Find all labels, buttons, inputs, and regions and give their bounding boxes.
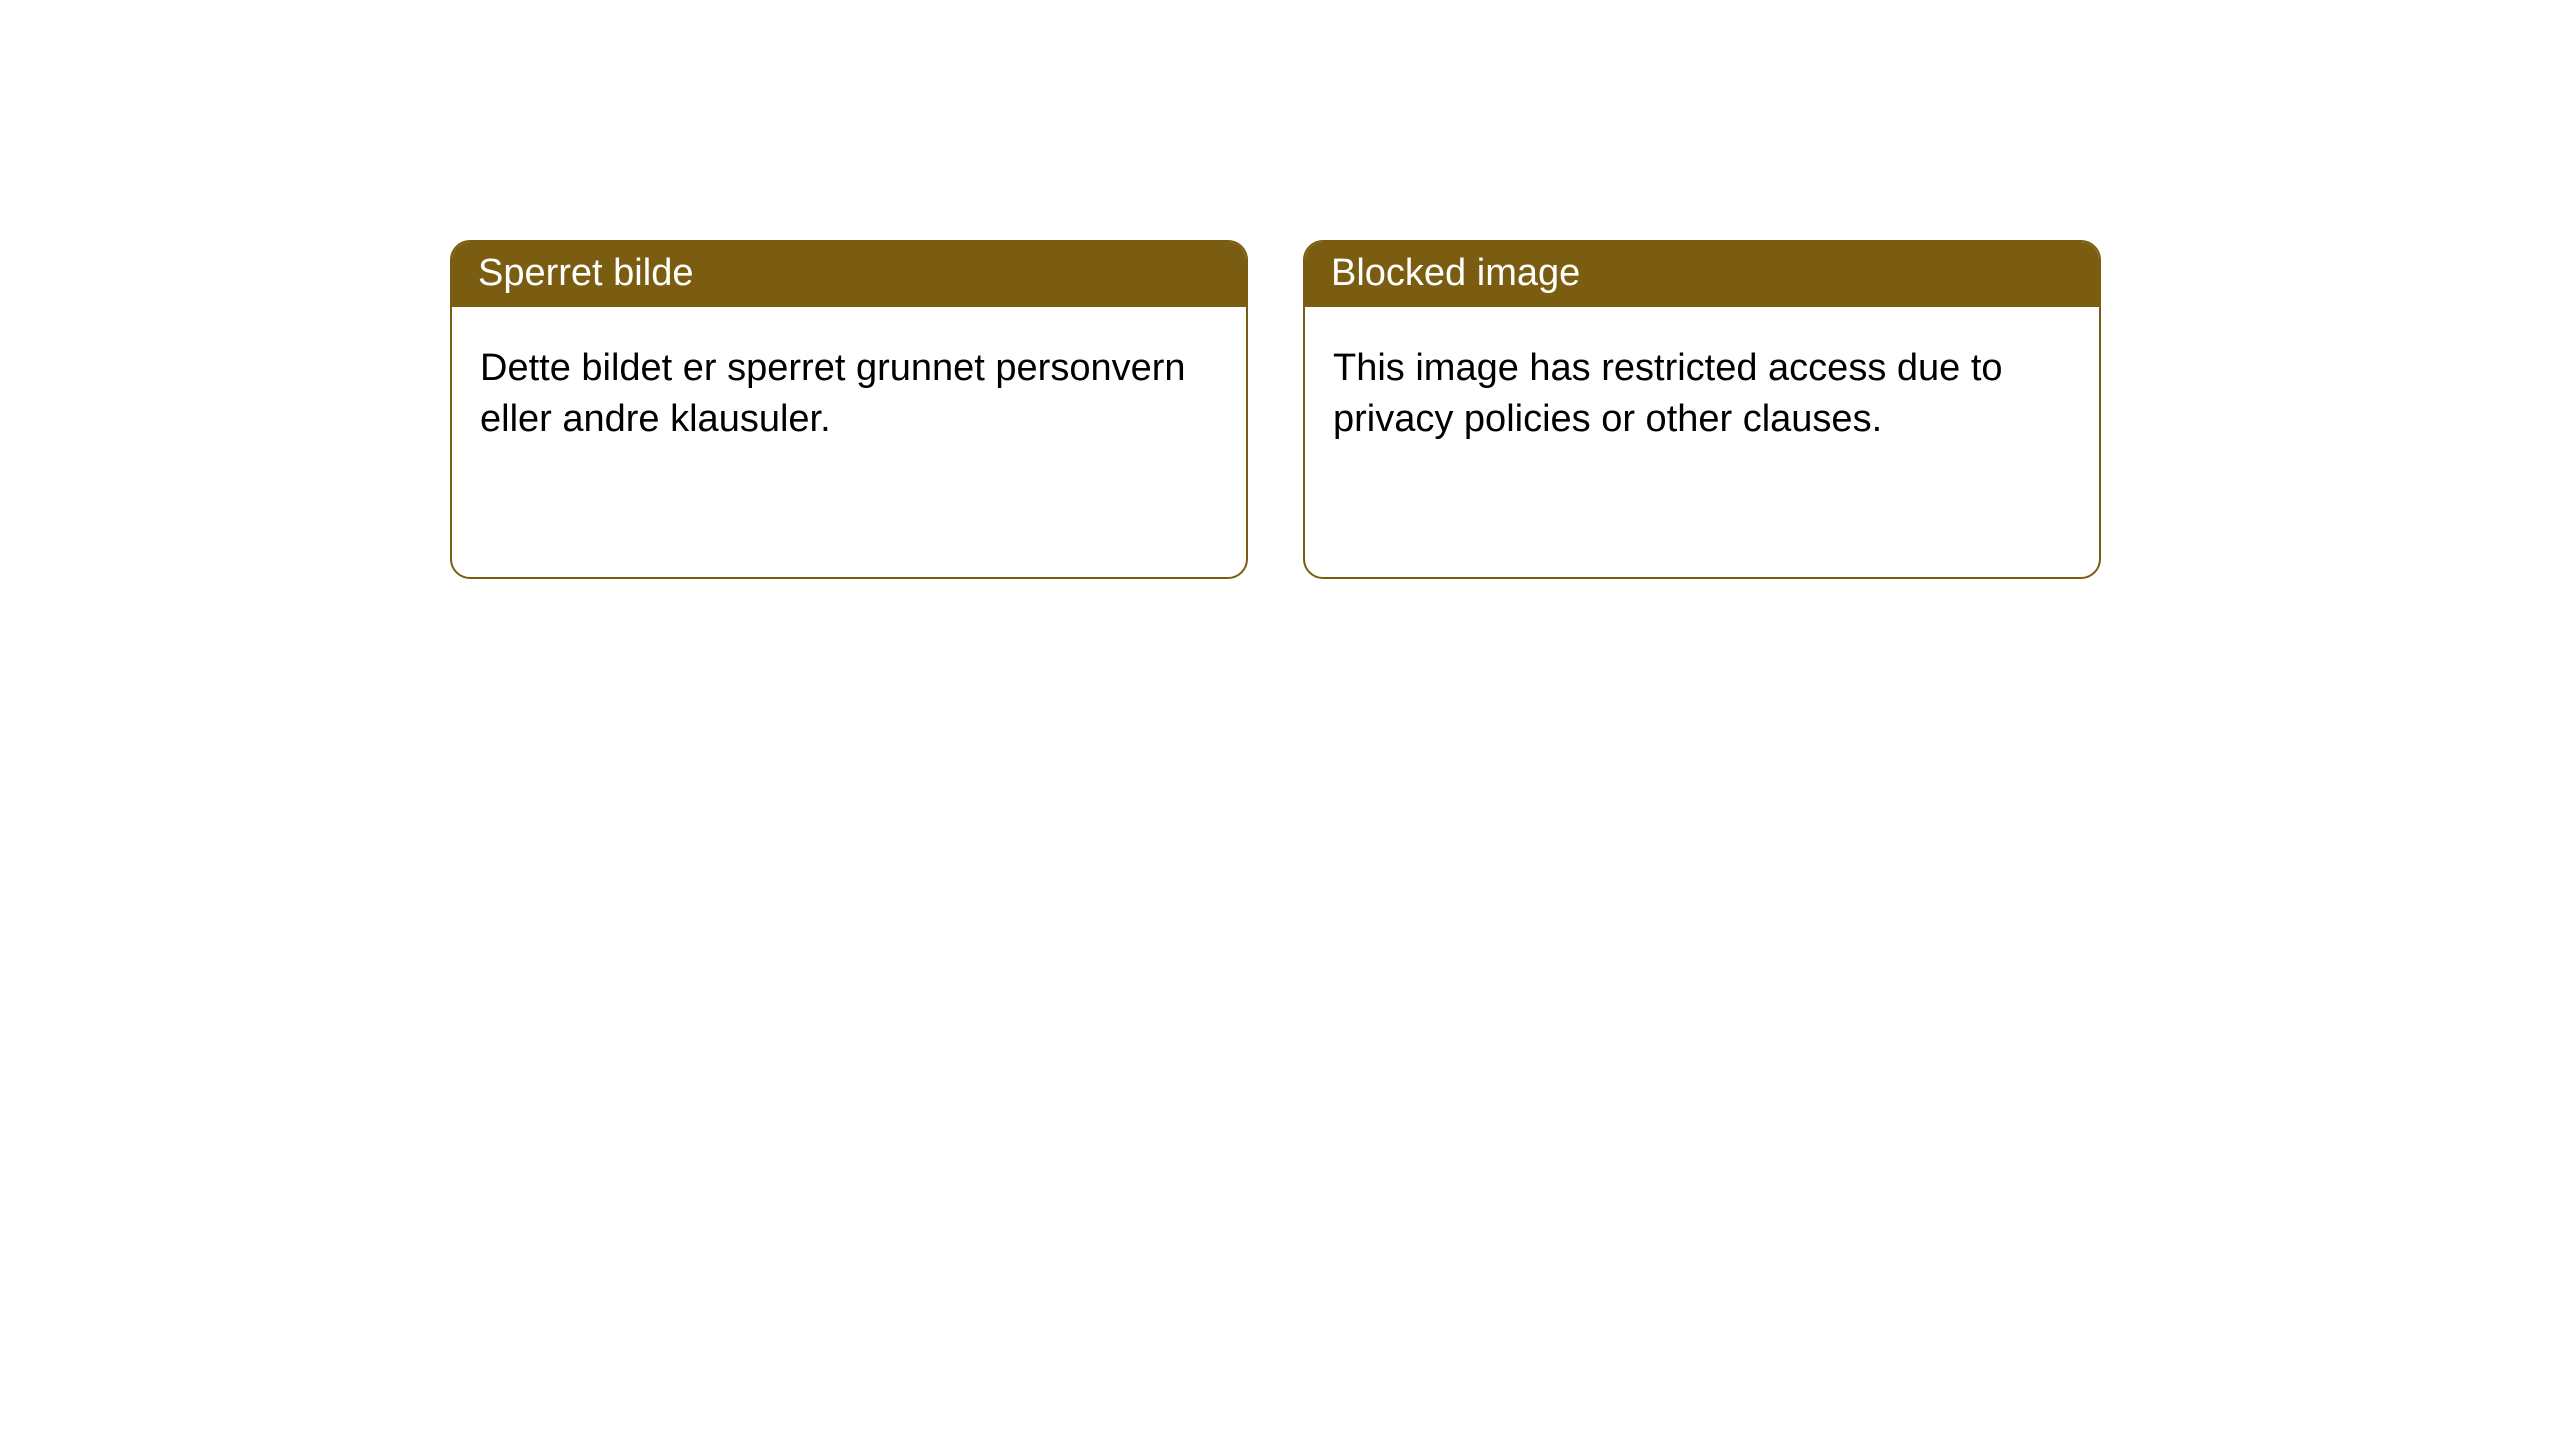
notice-card-container: Sperret bilde Dette bildet er sperret gr… <box>0 0 2560 579</box>
card-body: Dette bildet er sperret grunnet personve… <box>452 307 1246 577</box>
card-header: Sperret bilde <box>452 242 1246 307</box>
blocked-image-card-english: Blocked image This image has restricted … <box>1303 240 2101 579</box>
card-body-text: Dette bildet er sperret grunnet personve… <box>480 343 1218 446</box>
blocked-image-card-norwegian: Sperret bilde Dette bildet er sperret gr… <box>450 240 1248 579</box>
card-body-text: This image has restricted access due to … <box>1333 343 2071 446</box>
card-body: This image has restricted access due to … <box>1305 307 2099 577</box>
card-header: Blocked image <box>1305 242 2099 307</box>
